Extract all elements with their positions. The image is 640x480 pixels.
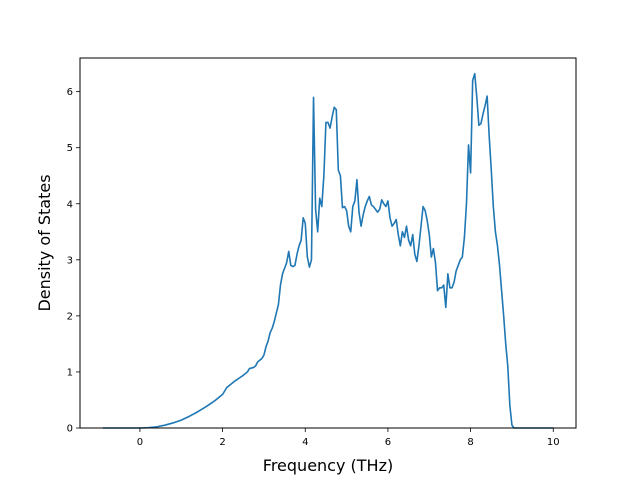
y-tick-label: 5 (67, 143, 73, 154)
plot-area (80, 58, 576, 428)
x-axis-ticks: 0 2 4 6 8 10 (137, 428, 560, 448)
series-line-0 (102, 72, 554, 429)
y-tick-label: 3 (67, 255, 73, 266)
plot-frame (79, 57, 577, 429)
y-tick-label: 2 (67, 311, 73, 322)
y-axis-label: Density of States (35, 174, 54, 311)
x-tick-label: 6 (385, 437, 391, 448)
x-axis-label: Frequency (THz) (263, 456, 393, 475)
y-axis-ticks: 0 1 2 3 4 5 6 (67, 87, 80, 435)
y-tick-label: 6 (67, 87, 73, 98)
y-tick-label: 0 (67, 424, 73, 435)
y-tick-label: 1 (67, 367, 73, 378)
x-tick-label: 8 (467, 437, 473, 448)
x-tick-label: 10 (547, 437, 560, 448)
x-tick-label: 2 (219, 437, 225, 448)
x-tick-label: 0 (137, 437, 143, 448)
x-tick-label: 4 (302, 437, 308, 448)
y-tick-label: 4 (67, 199, 73, 210)
series-layer (102, 72, 554, 429)
